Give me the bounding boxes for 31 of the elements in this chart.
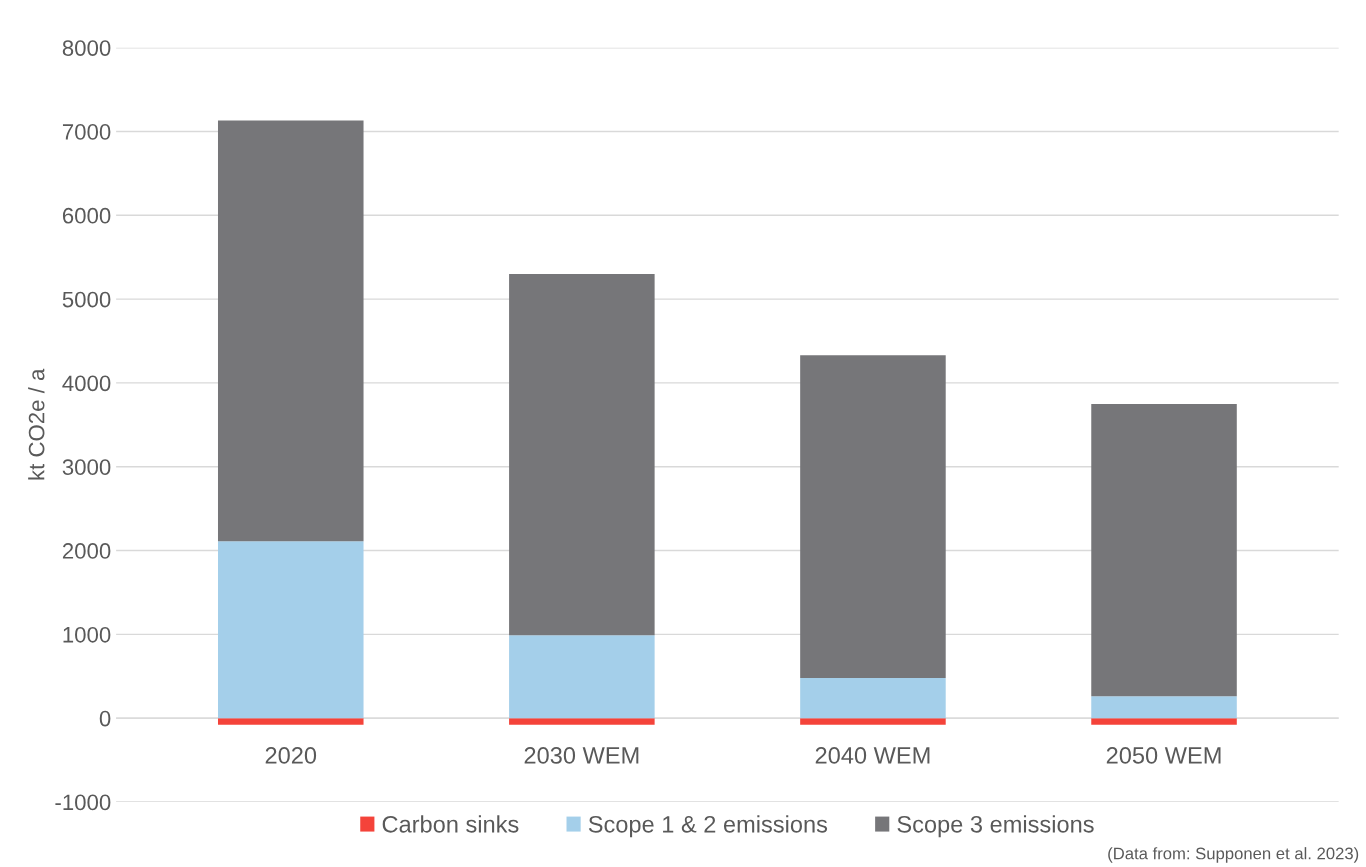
y-tick-label: 8000 bbox=[62, 40, 111, 56]
bar bbox=[1091, 403, 1237, 697]
legend-label: Carbon sinks bbox=[382, 815, 519, 833]
bar bbox=[800, 355, 946, 678]
y-tick-label: 1000 bbox=[63, 626, 111, 643]
x-tick-label: 2050 WEM bbox=[1106, 747, 1221, 764]
text: (Data from: Supponen et al. 2023) bbox=[1108, 847, 1359, 863]
bar bbox=[509, 718, 655, 725]
y-tick-label: -1000 bbox=[55, 794, 111, 811]
bar bbox=[217, 718, 364, 725]
y-tick-label: 5000 bbox=[62, 291, 111, 308]
x-tick-label: 2030 WEM bbox=[524, 747, 639, 764]
bar bbox=[1091, 696, 1237, 719]
x-tick-label: 2020 bbox=[265, 747, 317, 764]
bar bbox=[1091, 718, 1237, 725]
bar bbox=[800, 718, 946, 725]
y-tick-label: 0 bbox=[99, 710, 111, 727]
bar bbox=[217, 541, 364, 719]
x-tick-label: 2040 WEM bbox=[815, 747, 930, 764]
y-tick-label: 7000 bbox=[62, 124, 111, 140]
bar bbox=[800, 677, 946, 719]
y-tick-label: 2000 bbox=[62, 543, 111, 559]
legend-label: Scope 1 & 2 emissions bbox=[588, 815, 828, 838]
bar bbox=[509, 635, 655, 719]
y-tick-label: 4000 bbox=[62, 375, 111, 392]
bar bbox=[509, 273, 655, 636]
bar bbox=[217, 120, 364, 542]
y-axis-title: kt CO2e / a bbox=[28, 368, 45, 480]
y-tick-label: 6000 bbox=[62, 207, 111, 224]
y-tick-label: 3000 bbox=[62, 459, 111, 476]
legend-label: Scope 3 emissions bbox=[897, 815, 1094, 838]
